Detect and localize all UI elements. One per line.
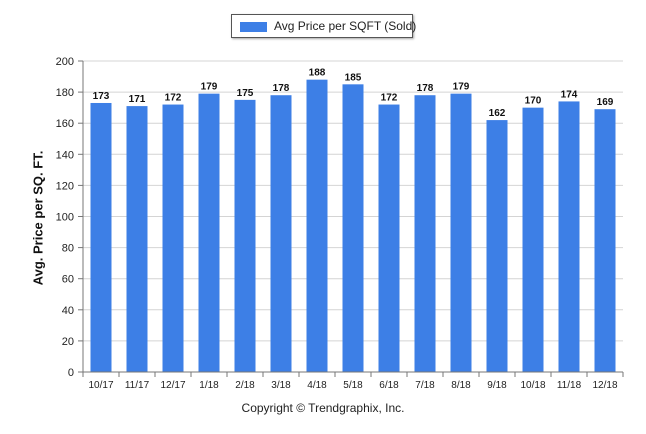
x-tick-label: 11/17 [125, 380, 150, 391]
y-tick-label: 80 [62, 243, 74, 255]
y-tick-label: 100 [56, 212, 74, 224]
x-tick-label: 6/18 [379, 380, 399, 391]
data-label: 188 [309, 68, 326, 79]
bar [270, 95, 292, 373]
bar [486, 120, 508, 372]
data-label: 172 [165, 93, 182, 104]
data-label: 173 [93, 91, 110, 102]
data-label: 174 [561, 89, 578, 100]
bars [90, 79, 616, 373]
y-tick-label: 160 [56, 118, 74, 130]
x-tick-label: 12/18 [592, 380, 617, 391]
y-tick-label: 40 [62, 305, 74, 317]
y-axis-label: Avg. Price per SQ. FT. [30, 150, 46, 286]
bar [558, 101, 580, 373]
y-tick-label: 20 [62, 336, 74, 348]
y-tick-label: 180 [56, 87, 74, 99]
bar [450, 93, 472, 372]
axes [82, 61, 623, 373]
x-tick-label: 2/18 [235, 380, 255, 391]
data-label: 179 [201, 82, 218, 93]
bar [378, 104, 400, 372]
y-tick-label: 0 [68, 367, 74, 379]
x-tick-label: 12/17 [160, 380, 185, 391]
legend-swatch [240, 22, 267, 32]
bar [594, 109, 616, 372]
bar [414, 95, 436, 373]
x-tick-label: 7/18 [415, 380, 435, 391]
x-tick-label: 8/18 [451, 380, 471, 391]
data-label: 178 [273, 83, 290, 94]
bar [162, 104, 184, 372]
data-label: 178 [417, 83, 434, 94]
bar [306, 79, 328, 372]
y-tick-label: 140 [56, 149, 74, 161]
legend: Avg Price per SQFT (Sold) [231, 14, 417, 38]
y-tick-label: 200 [56, 56, 74, 68]
x-tick-label: 10/17 [88, 380, 113, 391]
x-tick-label: 3/18 [271, 380, 291, 391]
bar [342, 84, 364, 372]
y-tick-label: 60 [62, 274, 74, 286]
data-label: 170 [525, 96, 542, 107]
data-labels: 173 171 172 179 175 178 188 185 172 178 179 162 170 1… [93, 68, 614, 119]
x-tick-label: 11/18 [557, 380, 582, 391]
data-label: 185 [345, 72, 362, 83]
data-label: 179 [453, 82, 470, 93]
bar [198, 93, 220, 372]
bar [90, 102, 112, 373]
x-tick-label: 4/18 [307, 380, 327, 391]
x-tick-label: 1/18 [199, 380, 219, 391]
copyright-text: Copyright © Trendgraphix, Inc. [241, 401, 405, 415]
y-axis-ticks: 0 20 40 60 80 100 120 140 160 180 200 [56, 56, 83, 379]
data-label: 175 [237, 88, 254, 99]
data-label: 172 [381, 93, 398, 104]
data-label: 169 [597, 97, 614, 108]
y-tick-label: 120 [56, 180, 74, 192]
data-label: 171 [129, 94, 146, 105]
x-tick-label: 5/18 [343, 380, 363, 391]
bar [126, 106, 148, 372]
bar [522, 107, 544, 373]
data-label: 162 [489, 108, 506, 119]
x-tick-label: 10/18 [520, 380, 545, 391]
bar [234, 99, 256, 372]
x-tick-label: 9/18 [487, 380, 507, 391]
legend-label: Avg Price per SQFT (Sold) [274, 19, 417, 33]
x-axis-ticks: 10/17 11/17 12/17 1/18 2/18 3/18 4/18 5/18 6/18 7… [82, 372, 624, 391]
